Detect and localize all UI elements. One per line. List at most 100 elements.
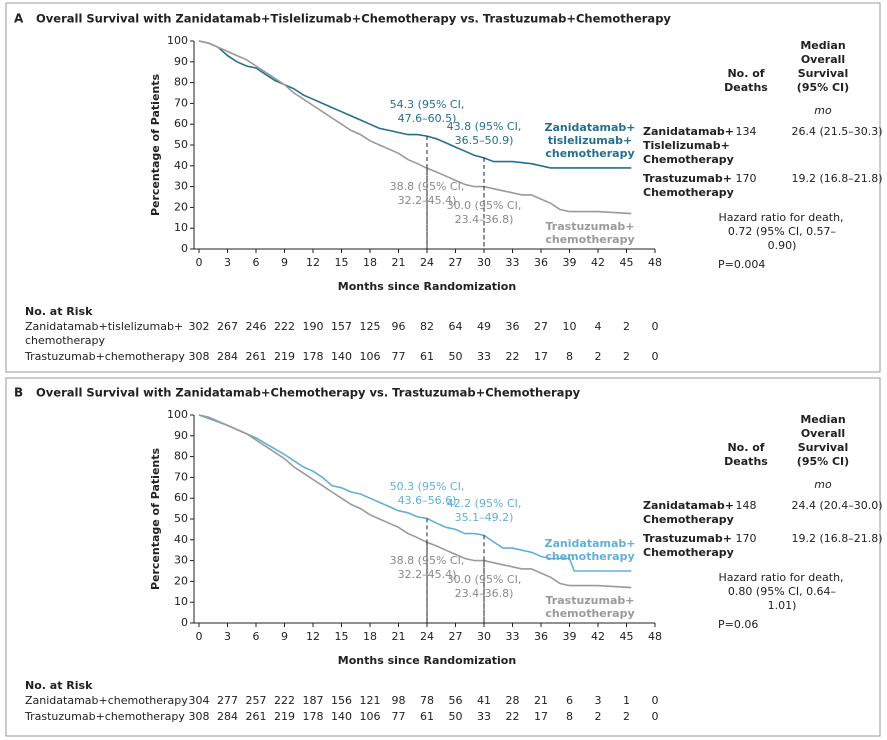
median-header: Median Overall Survival (95% CI)	[796, 413, 850, 468]
panel-letter: B	[14, 386, 23, 400]
deaths: 170	[735, 532, 757, 545]
risk-count: 0	[651, 320, 659, 333]
y-tick-label: 60	[174, 491, 188, 504]
median: 19.2 (16.8–21.8)	[791, 532, 883, 545]
y-axis-label: Percentage of Patients	[149, 448, 162, 591]
deaths: 170	[735, 172, 757, 185]
y-tick-label: 30	[174, 554, 188, 567]
risk-count: 0	[651, 350, 659, 363]
chart-title: Overall Survival with Zanidatamab+Chemot…	[36, 386, 581, 400]
risk-count: 261	[245, 350, 267, 363]
unit: mo	[814, 478, 832, 491]
risk-count: 2	[594, 350, 602, 363]
y-tick-label: 70	[174, 470, 188, 483]
unit: mo	[814, 104, 832, 117]
x-tick-label: 0	[196, 256, 203, 269]
risk-count: 41	[477, 694, 491, 707]
risk-count: 78	[420, 694, 434, 707]
series-label: Trastuzumab+ chemotherapy	[545, 593, 635, 620]
median-header: Median Overall Survival (95% CI)	[796, 39, 850, 94]
x-tick-label: 18	[363, 630, 377, 643]
summary-row: Zanidatamab+ Chemotherapy 148 24.4 (20.4–3…	[643, 499, 883, 527]
median: 26.4 (21.5–30.3)	[791, 125, 883, 138]
risk-count: 121	[359, 694, 381, 707]
summary-row: Trastuzumab+ Chemotherapy 170 19.2 (16.8–2…	[643, 172, 883, 200]
y-tick-label: 70	[174, 96, 188, 109]
panel-letter: A	[14, 12, 24, 26]
y-tick-label: 60	[174, 117, 188, 130]
x-tick-label: 6	[253, 630, 260, 643]
x-tick-label: 36	[534, 630, 548, 643]
x-tick-label: 33	[506, 630, 520, 643]
risk-count: 222	[274, 694, 295, 707]
survival-curve	[198, 40, 632, 215]
x-tick-label: 42	[591, 256, 605, 269]
risk-row-name: Zanidatamab+tislelizumab+ chemotherapy	[25, 320, 184, 347]
risk-count: 156	[331, 694, 352, 707]
group-name: Trastuzumab+ Chemotherapy	[643, 172, 734, 199]
risk-count: 222	[274, 320, 295, 333]
hazard-ratio: Hazard ratio for death, 0.80 (95% CI, 0.…	[718, 571, 844, 612]
x-tick-label: 3	[224, 256, 231, 269]
x-tick-label: 39	[563, 630, 577, 643]
risk-count: 36	[505, 320, 520, 333]
risk-count: 56	[448, 694, 463, 707]
y-tick-label: 0	[181, 616, 188, 629]
x-tick-label: 48	[648, 630, 662, 643]
risk-count: 302	[188, 320, 210, 333]
survival-curve	[198, 40, 632, 169]
risk-row-name: Trastuzumab+chemotherapy	[25, 710, 185, 723]
y-tick-label: 20	[174, 574, 188, 587]
x-axis-label: Months since Randomization	[338, 654, 516, 667]
risk-count: 22	[505, 710, 520, 723]
y-tick-label: 30	[174, 180, 188, 193]
deaths-header: No. of Deaths	[724, 441, 768, 468]
risk-count: 190	[302, 320, 324, 333]
x-tick-label: 45	[620, 630, 634, 643]
risk-count: 284	[217, 350, 238, 363]
risk-count: 140	[331, 350, 352, 363]
group-name: Zanidatamab+ Tislelizumab+ Chemotherapy	[643, 125, 734, 166]
x-tick-label: 30	[477, 630, 491, 643]
risk-count: 219	[274, 350, 295, 363]
annotation: 38.8 (95% CI, 32.2–45.4)	[389, 180, 465, 208]
risk-count: 33	[477, 350, 491, 363]
y-tick-label: 100	[167, 34, 188, 47]
x-tick-label: 33	[506, 256, 520, 269]
annotation: 43.8 (95% CI, 36.5–50.9)	[446, 119, 522, 147]
summary-rows: Zanidatamab+ Tislelizumab+ Chemotherapy 1…	[643, 125, 883, 272]
series-label: Zanidatamab+ tislelizumab+ chemotherapy	[544, 120, 636, 160]
risk-count: 284	[217, 710, 238, 723]
deaths: 148	[735, 499, 757, 512]
risk-count: 157	[331, 320, 352, 333]
annotation: 42.2 (95% CI, 35.1–49.2)	[446, 497, 522, 525]
risk-count: 106	[359, 350, 381, 363]
x-tick-label: 27	[449, 256, 463, 269]
risk-count: 178	[302, 710, 324, 723]
risk-count: 6	[566, 694, 573, 707]
y-tick-label: 40	[174, 533, 188, 546]
risk-count: 2	[623, 320, 630, 333]
y-tick-label: 10	[174, 221, 188, 234]
risk-count: 3	[594, 694, 602, 707]
risk-count: 187	[302, 694, 324, 707]
y-tick-label: 80	[174, 76, 188, 89]
y-tick-label: 90	[174, 429, 188, 442]
risk-count: 2	[623, 350, 630, 363]
risk-count: 2	[623, 710, 630, 723]
risk-count: 2	[594, 710, 602, 723]
summary-row: Trastuzumab+ Chemotherapy 170 19.2 (16.8–2…	[643, 532, 883, 560]
survival-curve	[198, 414, 632, 572]
x-tick-label: 36	[534, 256, 548, 269]
risk-count: 50	[448, 710, 463, 723]
risk-count: 0	[651, 694, 659, 707]
annotation: 54.3 (95% CI, 47.6–60.5)	[389, 98, 465, 126]
summary-rows: Zanidatamab+ Chemotherapy 148 24.4 (20.4–3…	[643, 499, 883, 632]
p-value: P=0.004	[718, 258, 766, 271]
series-label: Trastuzumab+ chemotherapy	[545, 219, 635, 246]
risk-count: 96	[391, 320, 406, 333]
y-tick-label: 0	[181, 242, 188, 255]
p-value: P=0.06	[718, 618, 759, 631]
